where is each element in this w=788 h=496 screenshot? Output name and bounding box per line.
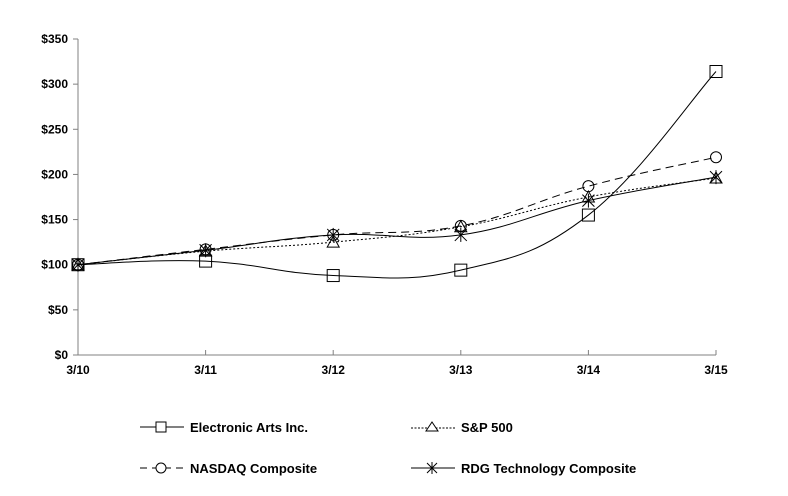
legend-square-marker-icon — [140, 421, 184, 433]
legend-label: RDG Technology Composite — [461, 460, 637, 476]
x-tick-label: 3/11 — [194, 363, 217, 377]
data-point-rdg-technology-composite-3-12 — [326, 227, 340, 242]
legend-label: NASDAQ Composite — [190, 460, 318, 476]
data-point-rdg-technology-composite-3-11 — [199, 243, 212, 258]
y-tick-label: $100 — [41, 258, 68, 272]
y-tick-label: $150 — [41, 213, 68, 227]
x-tick-label: 3/10 — [66, 363, 90, 377]
y-tick-label: $200 — [41, 167, 68, 181]
y-tick-label: $350 — [41, 32, 68, 46]
data-point-rdg-technology-composite-3-10 — [71, 257, 85, 272]
x-tick-label: 3/12 — [322, 363, 346, 377]
y-tick-label: $250 — [41, 122, 68, 136]
x-tick-label: 3/15 — [704, 363, 728, 377]
data-point-nasdaq-composite-3-14 — [582, 180, 595, 193]
legend-circle-marker-icon — [140, 462, 184, 474]
series-electronic-arts-inc — [71, 65, 723, 283]
data-point-electronic-arts-inc-3-13 — [454, 263, 468, 277]
y-tick-label: $50 — [48, 303, 68, 317]
data-point-electronic-arts-inc-3-12 — [326, 269, 340, 283]
x-tick-label: 3/13 — [449, 363, 473, 377]
series-line-electronic-arts-inc — [77, 71, 717, 279]
legend-item-nasdaq: NASDAQ Composite — [140, 458, 317, 478]
data-point-electronic-arts-inc-3-15 — [709, 65, 723, 79]
data-point-rdg-technology-composite-3-15 — [709, 170, 723, 185]
legend-label: S&P 500 — [461, 419, 513, 435]
legend-label: Electronic Arts Inc. — [190, 419, 308, 435]
series-line-rdg-technology-composite — [77, 176, 717, 266]
data-point-nasdaq-composite-3-15 — [710, 151, 722, 164]
series-rdg-technology-composite — [71, 170, 723, 272]
legend-triangle-marker-icon — [411, 421, 455, 432]
axes: $0 $50 $100 $150 $200 $250 $300 $350 3/10 3/11 3/1… — [41, 32, 728, 377]
series-line-s-p-500 — [77, 177, 717, 266]
data-point-s-p-500-3-12 — [326, 235, 341, 248]
data-point-electronic-arts-inc-3-14 — [581, 208, 595, 222]
series-line-nasdaq-composite — [77, 156, 717, 266]
legend-asterisk-marker-icon — [411, 462, 455, 474]
series-s-p-500 — [71, 170, 723, 271]
data-point-rdg-technology-composite-3-14 — [582, 193, 595, 208]
legend-item-electronic-arts: Electronic Arts Inc. — [140, 417, 308, 437]
legend-item-rdg: RDG Technology Composite — [411, 458, 636, 478]
series-nasdaq-composite — [72, 151, 722, 271]
y-tick-label: $300 — [41, 77, 68, 91]
data-point-rdg-technology-composite-3-13 — [454, 227, 468, 242]
series-group — [71, 65, 723, 283]
x-tick-label: 3/14 — [577, 363, 601, 377]
y-tick-label: $0 — [55, 348, 69, 362]
legend-item-sp500: S&P 500 — [411, 417, 513, 437]
